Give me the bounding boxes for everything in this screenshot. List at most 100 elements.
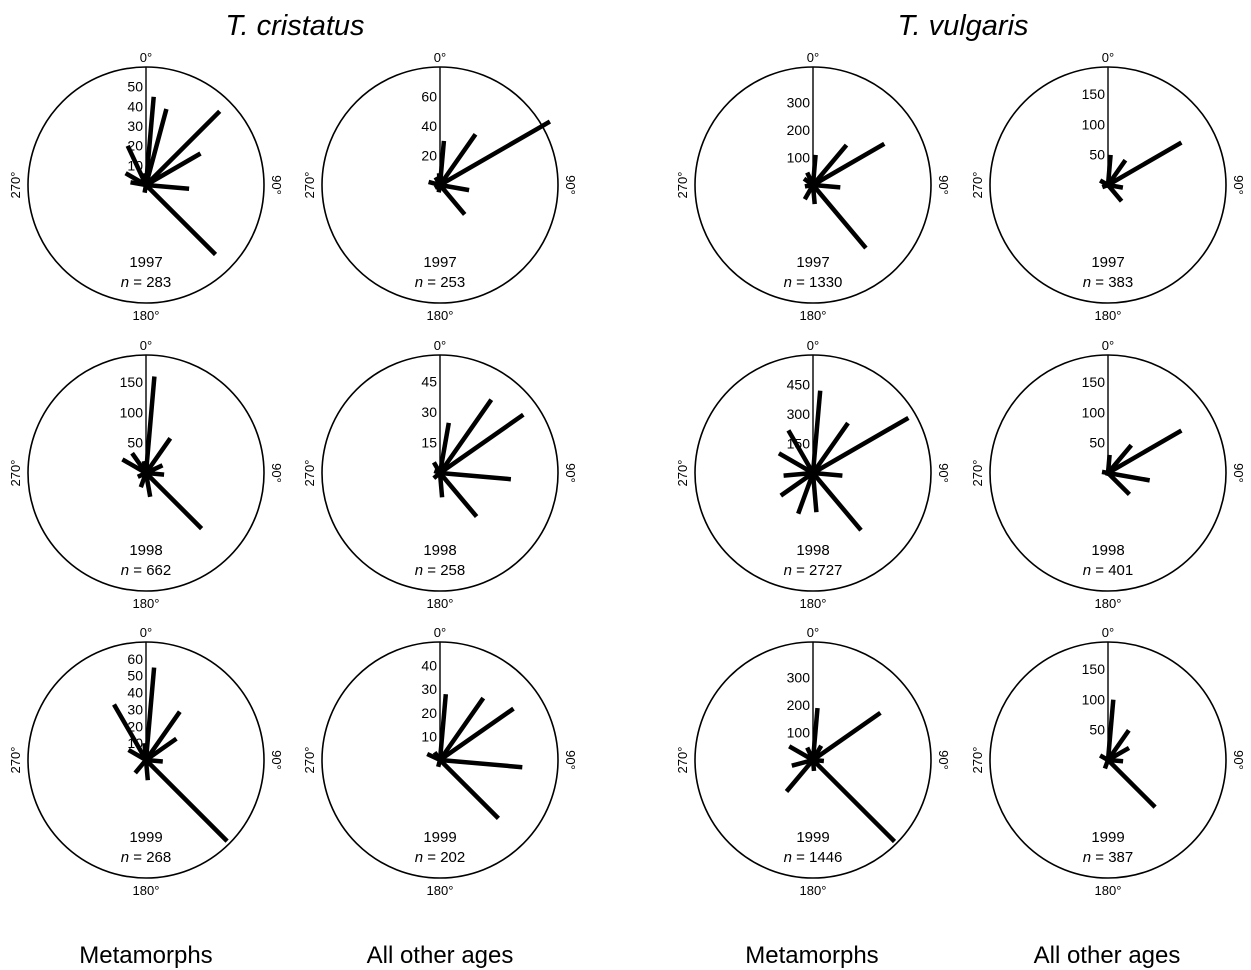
rose-panel-1998-metamorphs: 0°180°270°90°1503004501998n = 2727 [675,338,951,611]
rose-petal [437,422,452,474]
cardinal-label-north: 0° [140,625,152,640]
radial-tick-label: 30 [421,404,437,420]
n-symbol: n [415,849,423,866]
sample-size-label: n = 202 [415,849,465,866]
cardinal-label-west: 270° [970,172,985,199]
cardinal-label-north: 0° [434,625,446,640]
radial-tick-label: 300 [787,95,811,111]
n-symbol: n [1083,562,1091,579]
cardinal-label-west: 270° [675,747,690,774]
cardinal-label-south: 180° [427,308,454,323]
rose-petal [438,183,467,216]
cardinal-label-east: 90° [563,750,578,770]
radial-tick-label: 10 [421,728,437,744]
cardinal-label-west: 270° [675,172,690,199]
rose-petal [144,109,222,187]
year-label: 1998 [796,542,829,559]
rose-petal [143,759,151,781]
cardinal-label-west: 270° [8,460,23,487]
year-label: 1998 [129,542,162,559]
year-label: 1998 [423,542,456,559]
rose-petal [431,461,442,475]
year-label: 1999 [796,829,829,846]
sample-size-label: n = 2727 [784,562,843,579]
cardinal-label-north: 0° [1102,50,1114,65]
rose-petal [145,182,190,192]
radial-tick-label: 100 [787,725,811,741]
n-symbol: n [784,849,792,866]
year-label: 1998 [1091,542,1124,559]
sample-size-label: n = 383 [1083,274,1133,291]
cardinal-label-south: 180° [1095,883,1122,898]
rose-petal [811,143,849,187]
rose-petal [811,183,868,250]
sample-size-label: n = 387 [1083,849,1133,866]
rose-petal [784,758,815,793]
rose-petal [141,460,149,474]
cardinal-label-north: 0° [1102,625,1114,640]
sample-size-label: n = 283 [121,274,171,291]
cardinal-label-west: 270° [302,172,317,199]
rose-petal [810,472,819,513]
sample-size-label: n = 662 [121,562,171,579]
sample-size-label: n = 253 [415,274,465,291]
cardinal-label-south: 180° [133,883,160,898]
n-symbol: n [415,274,423,291]
rose-petal [439,470,512,482]
n-value: = 283 [129,274,171,291]
cardinal-label-east: 90° [936,175,951,195]
rose-petal [438,696,486,762]
rose-petal [1105,154,1113,186]
cardinal-label-west: 270° [302,747,317,774]
rose-petal [811,141,886,187]
rose-petal [788,744,815,762]
cardinal-label-south: 180° [800,883,827,898]
rose-petal [112,703,148,762]
rose-petal [786,429,815,475]
rose-petal [125,144,149,186]
radial-tick-label: 150 [120,374,144,390]
radial-tick-label: 100 [787,150,811,166]
radial-tick-label: 150 [1082,374,1106,390]
rose-petal [436,759,443,768]
cardinal-label-south: 180° [133,308,160,323]
n-symbol: n [121,849,129,866]
rose-petal [1098,178,1110,187]
rose-petal [1106,471,1131,496]
cardinal-label-east: 90° [269,750,284,770]
rose-petal [805,746,816,761]
cardinal-label-east: 90° [563,175,578,195]
cardinal-label-east: 90° [936,750,951,770]
cardinal-label-west: 270° [675,460,690,487]
n-value: = 2727 [792,562,842,579]
radial-tick-label: 200 [787,697,811,713]
column-label: All other ages [367,942,514,969]
rose-petal [143,376,157,474]
sample-size-label: n = 1330 [784,274,843,291]
rose-petal [143,108,169,186]
rose-petal [438,758,500,820]
rose-petal [144,183,218,257]
radial-tick-label: 45 [421,373,437,389]
cardinal-label-north: 0° [807,625,819,640]
radial-tick-label: 50 [1089,435,1105,451]
year-label: 1997 [129,254,162,271]
year-label: 1997 [423,254,456,271]
radial-tick-label: 300 [787,670,811,686]
rose-petal [810,154,818,186]
cardinal-label-north: 0° [434,338,446,353]
n-value: = 383 [1091,274,1133,291]
rose-petal [133,758,148,775]
column-label: Metamorphs [745,942,878,969]
rose-petal [811,415,910,475]
cardinal-label-south: 180° [800,596,827,611]
rose-petal [1106,758,1157,809]
n-value: = 387 [1091,849,1133,866]
